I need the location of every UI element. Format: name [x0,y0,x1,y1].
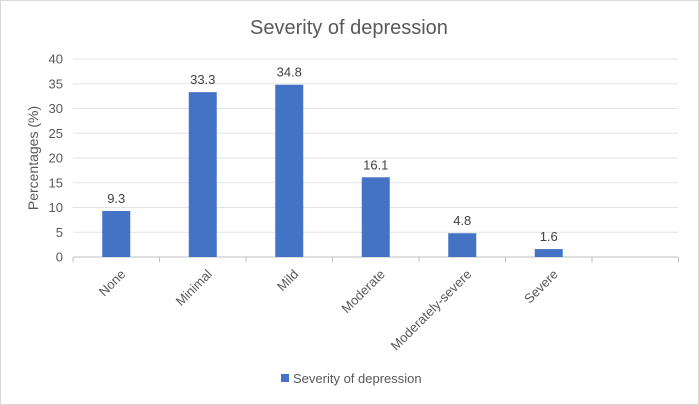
y-tick-label: 40 [49,52,63,67]
x-tick-label-severe: Severe [521,267,561,307]
bar-mild [275,84,304,258]
data-label-severe: 1.6 [540,229,558,244]
legend-label: Severity of depression [293,371,422,386]
chart-title: Severity of depression [250,17,448,39]
data-label-none: 9.3 [107,191,125,206]
data-label-moderate: 16.1 [363,157,388,172]
y-tick-label: 0 [56,250,63,265]
gridlines [72,58,679,262]
bars [102,84,563,258]
x-tick-label-mild: Mild [274,267,301,294]
legend: Severity of depression [281,371,422,386]
y-tick-label: 30 [49,101,63,116]
bar-minimal [188,92,217,257]
x-axis-ticks: None Minimal Mild Moderate Moderately-severe… [96,266,561,353]
x-tick-label-moderate: Moderate [338,267,387,316]
y-tick-label: 35 [49,76,63,91]
y-tick-label: 25 [49,126,63,141]
bar-moderately-severe [448,233,477,257]
y-tick-label: 10 [49,200,63,215]
y-tick-label: 15 [49,175,63,190]
y-axis-ticks: 0 5 10 15 20 25 30 35 40 [49,52,63,265]
data-labels: 9.3 33.3 34.8 16.1 4.8 1.6 [107,65,558,244]
y-tick-label: 5 [56,225,63,240]
y-axis-label: Percentages (%) [25,106,41,210]
x-tick-label-moderately-severe: Moderately-severe [388,267,475,354]
y-tick-label: 20 [49,151,63,166]
x-tick-label-none: None [96,267,129,300]
data-label-moderately-severe: 4.8 [453,213,471,228]
data-label-mild: 34.8 [277,65,302,80]
bar-moderate [361,177,390,257]
x-tick-label-minimal: Minimal [173,266,215,308]
legend-swatch [281,374,289,382]
bar-none [102,210,131,257]
data-label-minimal: 33.3 [190,72,215,87]
bar-severe [534,249,563,257]
